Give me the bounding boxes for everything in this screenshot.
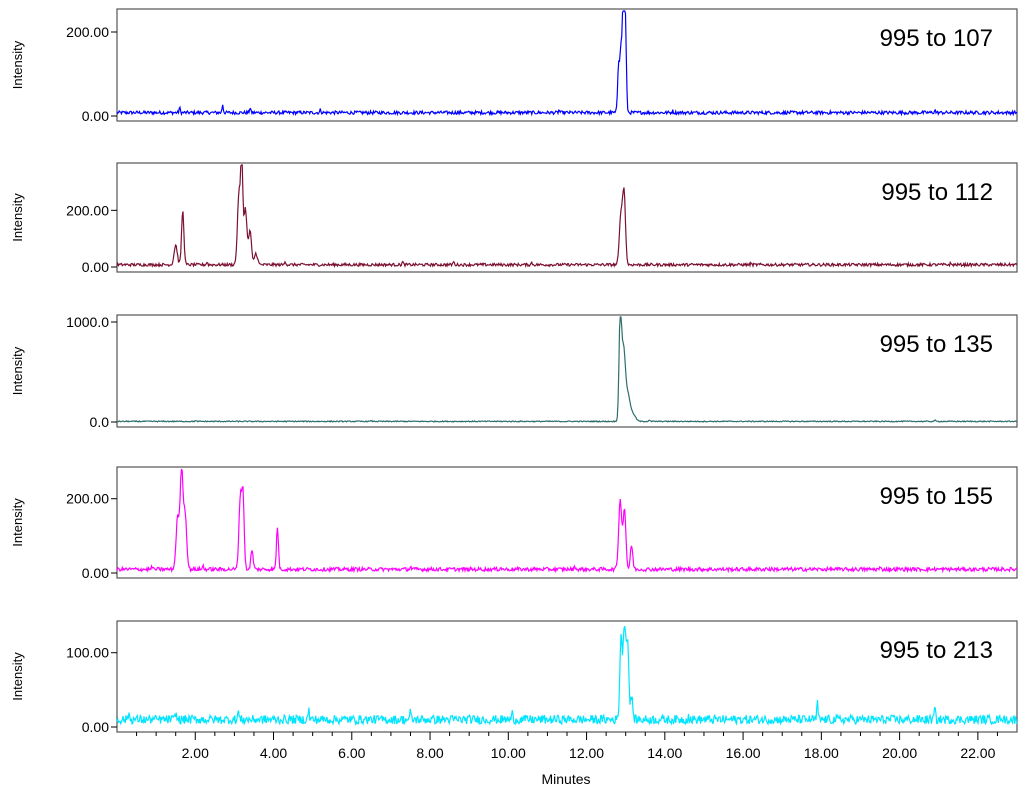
y-axis-label: Intensity (10, 193, 25, 242)
panel-1: 0.00 200.00 Intensity 995 to 107 (10, 8, 1018, 124)
x-tick-label: 4.00 (260, 745, 287, 761)
panel-title: 995 to 155 (880, 483, 993, 510)
series-trace (116, 626, 1018, 726)
y-tick-label: 0.0 (90, 414, 110, 430)
y-axis-label: Intensity (10, 652, 25, 701)
x-tick-label: 14.00 (647, 745, 682, 761)
x-tick-label: 22.00 (960, 745, 995, 761)
x-tick-label: 12.00 (569, 745, 604, 761)
series-trace (116, 468, 1018, 574)
y-tick-label: 1000.0 (66, 314, 109, 330)
panels-layer: 0.00 200.00 Intensity 995 to 107 0.00 200.00 I… (10, 8, 1018, 735)
y-tick-label: 200.00 (66, 24, 109, 40)
x-tick-label: 18.00 (804, 745, 839, 761)
x-tick-label: 2.00 (182, 745, 209, 761)
panel-title: 995 to 135 (880, 331, 993, 358)
panel-frame (116, 466, 1018, 579)
x-tick-label: 20.00 (882, 745, 917, 761)
panel-frame (116, 8, 1018, 122)
x-axis: 2.00 4.00 6.00 8.00 10.00 12.00 14.00 16.00 18.0… (136, 732, 998, 761)
panel-title: 995 to 213 (880, 637, 993, 664)
y-tick-label: 0.00 (82, 259, 109, 275)
panel-frame (116, 162, 1018, 273)
x-axis-label: Minutes (541, 771, 590, 787)
x-tick-label: 10.00 (491, 745, 526, 761)
panel-2: 0.00 200.00 Intensity 995 to 112 (10, 162, 1018, 275)
y-axis-label: Intensity (10, 346, 25, 395)
x-tick-label: 6.00 (338, 745, 365, 761)
panel-3: 0.0 1000.0 Intensity 995 to 135 (10, 314, 1018, 430)
panel-frame (116, 314, 1018, 428)
panel-title: 995 to 107 (880, 25, 993, 52)
panel-title: 995 to 112 (881, 179, 993, 206)
x-tick-label: 16.00 (726, 745, 761, 761)
y-tick-label: 100.00 (66, 645, 109, 661)
panel-5: 0.00 100.00 Intensity 995 to 213 (10, 620, 1018, 735)
series-trace (116, 10, 1018, 117)
series-trace (116, 164, 1018, 269)
y-tick-label: 0.00 (82, 719, 109, 735)
panel-4: 0.00 200.00 Intensity 995 to 155 (10, 466, 1018, 581)
y-axis-label: Intensity (10, 498, 25, 547)
y-tick-label: 200.00 (66, 491, 109, 507)
y-tick-label: 0.00 (82, 565, 109, 581)
series-trace (116, 316, 1018, 423)
y-tick-label: 200.00 (66, 202, 109, 218)
x-tick-label: 8.00 (416, 745, 443, 761)
y-axis-label: Intensity (10, 40, 25, 89)
y-tick-label: 0.00 (82, 108, 109, 124)
